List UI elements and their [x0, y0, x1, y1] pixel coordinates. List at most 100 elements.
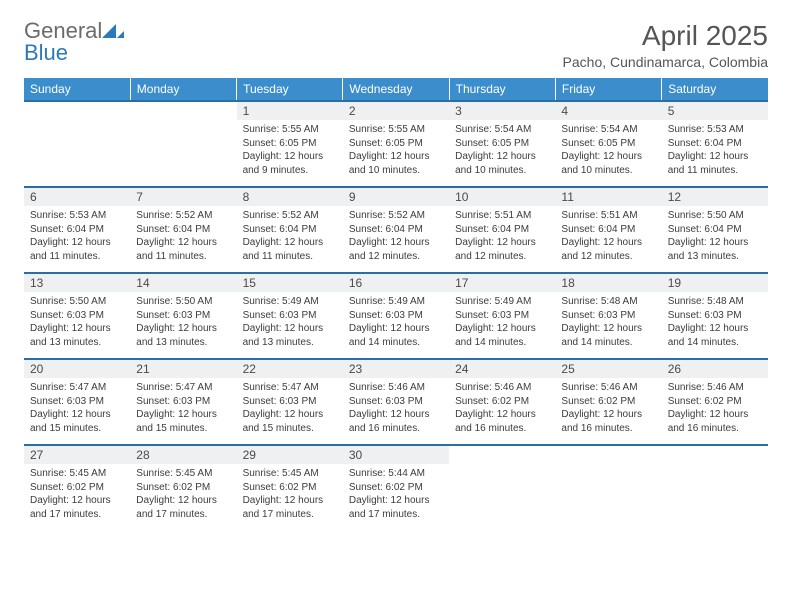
- calendar-cell: [662, 445, 768, 530]
- day-info: Sunrise: 5:45 AMSunset: 6:02 PMDaylight:…: [130, 464, 236, 525]
- daylight-text: Daylight: 12 hours and 14 minutes.: [455, 322, 549, 349]
- calendar-cell: 8Sunrise: 5:52 AMSunset: 6:04 PMDaylight…: [237, 187, 343, 273]
- sunset-text: Sunset: 6:02 PM: [455, 395, 549, 409]
- calendar-cell: [555, 445, 661, 530]
- sunrise-text: Sunrise: 5:49 AM: [455, 295, 549, 309]
- sunrise-text: Sunrise: 5:48 AM: [561, 295, 655, 309]
- day-info: Sunrise: 5:50 AMSunset: 6:03 PMDaylight:…: [130, 292, 236, 353]
- day-number: 30: [343, 446, 449, 464]
- day-info: Sunrise: 5:49 AMSunset: 6:03 PMDaylight:…: [237, 292, 343, 353]
- day-number: 1: [237, 102, 343, 120]
- calendar-row: 20Sunrise: 5:47 AMSunset: 6:03 PMDayligh…: [24, 359, 768, 445]
- daylight-text: Daylight: 12 hours and 11 minutes.: [243, 236, 337, 263]
- calendar-cell: 25Sunrise: 5:46 AMSunset: 6:02 PMDayligh…: [555, 359, 661, 445]
- sunset-text: Sunset: 6:05 PM: [243, 137, 337, 151]
- sunset-text: Sunset: 6:04 PM: [561, 223, 655, 237]
- sunset-text: Sunset: 6:04 PM: [668, 137, 762, 151]
- daylight-text: Daylight: 12 hours and 17 minutes.: [30, 494, 124, 521]
- sunrise-text: Sunrise: 5:53 AM: [668, 123, 762, 137]
- calendar-cell: 17Sunrise: 5:49 AMSunset: 6:03 PMDayligh…: [449, 273, 555, 359]
- calendar-cell: 15Sunrise: 5:49 AMSunset: 6:03 PMDayligh…: [237, 273, 343, 359]
- calendar-header: Sunday Monday Tuesday Wednesday Thursday…: [24, 78, 768, 101]
- sunset-text: Sunset: 6:04 PM: [136, 223, 230, 237]
- calendar-page: General Blue April 2025 Pacho, Cundinama…: [0, 0, 792, 550]
- day-info: Sunrise: 5:49 AMSunset: 6:03 PMDaylight:…: [343, 292, 449, 353]
- sunrise-text: Sunrise: 5:52 AM: [136, 209, 230, 223]
- calendar-cell: 20Sunrise: 5:47 AMSunset: 6:03 PMDayligh…: [24, 359, 130, 445]
- sunrise-text: Sunrise: 5:52 AM: [243, 209, 337, 223]
- sunrise-text: Sunrise: 5:48 AM: [668, 295, 762, 309]
- day-number: 12: [662, 188, 768, 206]
- calendar-row: 13Sunrise: 5:50 AMSunset: 6:03 PMDayligh…: [24, 273, 768, 359]
- daylight-text: Daylight: 12 hours and 12 minutes.: [455, 236, 549, 263]
- day-number: 22: [237, 360, 343, 378]
- weekday-header: Sunday: [24, 78, 130, 101]
- sunset-text: Sunset: 6:05 PM: [455, 137, 549, 151]
- calendar-cell: 22Sunrise: 5:47 AMSunset: 6:03 PMDayligh…: [237, 359, 343, 445]
- day-info: Sunrise: 5:53 AMSunset: 6:04 PMDaylight:…: [662, 120, 768, 181]
- daylight-text: Daylight: 12 hours and 14 minutes.: [349, 322, 443, 349]
- day-number: 4: [555, 102, 661, 120]
- sunrise-text: Sunrise: 5:54 AM: [561, 123, 655, 137]
- sunrise-text: Sunrise: 5:44 AM: [349, 467, 443, 481]
- day-number: 13: [24, 274, 130, 292]
- day-number: 9: [343, 188, 449, 206]
- daylight-text: Daylight: 12 hours and 12 minutes.: [349, 236, 443, 263]
- calendar-cell: 23Sunrise: 5:46 AMSunset: 6:03 PMDayligh…: [343, 359, 449, 445]
- day-info: Sunrise: 5:45 AMSunset: 6:02 PMDaylight:…: [237, 464, 343, 525]
- calendar-cell: 13Sunrise: 5:50 AMSunset: 6:03 PMDayligh…: [24, 273, 130, 359]
- day-number: 28: [130, 446, 236, 464]
- day-number: 29: [237, 446, 343, 464]
- sunset-text: Sunset: 6:03 PM: [243, 395, 337, 409]
- daylight-text: Daylight: 12 hours and 13 minutes.: [30, 322, 124, 349]
- day-info: Sunrise: 5:52 AMSunset: 6:04 PMDaylight:…: [237, 206, 343, 267]
- weekday-header: Wednesday: [343, 78, 449, 101]
- sunrise-text: Sunrise: 5:50 AM: [668, 209, 762, 223]
- day-info: Sunrise: 5:54 AMSunset: 6:05 PMDaylight:…: [449, 120, 555, 181]
- daylight-text: Daylight: 12 hours and 12 minutes.: [561, 236, 655, 263]
- daylight-text: Daylight: 12 hours and 16 minutes.: [561, 408, 655, 435]
- sunset-text: Sunset: 6:05 PM: [349, 137, 443, 151]
- calendar-cell: 29Sunrise: 5:45 AMSunset: 6:02 PMDayligh…: [237, 445, 343, 530]
- calendar-row: 27Sunrise: 5:45 AMSunset: 6:02 PMDayligh…: [24, 445, 768, 530]
- day-info: Sunrise: 5:53 AMSunset: 6:04 PMDaylight:…: [24, 206, 130, 267]
- month-title: April 2025: [563, 20, 768, 52]
- calendar-cell: 30Sunrise: 5:44 AMSunset: 6:02 PMDayligh…: [343, 445, 449, 530]
- sunrise-text: Sunrise: 5:50 AM: [30, 295, 124, 309]
- day-info: Sunrise: 5:44 AMSunset: 6:02 PMDaylight:…: [343, 464, 449, 525]
- day-info: Sunrise: 5:47 AMSunset: 6:03 PMDaylight:…: [237, 378, 343, 439]
- title-block: April 2025 Pacho, Cundinamarca, Colombia: [563, 20, 768, 70]
- daylight-text: Daylight: 12 hours and 13 minutes.: [243, 322, 337, 349]
- day-number: 11: [555, 188, 661, 206]
- sunrise-text: Sunrise: 5:47 AM: [30, 381, 124, 395]
- sunrise-text: Sunrise: 5:51 AM: [561, 209, 655, 223]
- daylight-text: Daylight: 12 hours and 11 minutes.: [136, 236, 230, 263]
- day-info: Sunrise: 5:47 AMSunset: 6:03 PMDaylight:…: [24, 378, 130, 439]
- day-number: 18: [555, 274, 661, 292]
- day-info: Sunrise: 5:50 AMSunset: 6:03 PMDaylight:…: [24, 292, 130, 353]
- calendar-table: Sunday Monday Tuesday Wednesday Thursday…: [24, 78, 768, 530]
- day-number: 7: [130, 188, 236, 206]
- day-number: 14: [130, 274, 236, 292]
- day-number: 21: [130, 360, 236, 378]
- calendar-cell: 14Sunrise: 5:50 AMSunset: 6:03 PMDayligh…: [130, 273, 236, 359]
- sunrise-text: Sunrise: 5:45 AM: [30, 467, 124, 481]
- sunrise-text: Sunrise: 5:49 AM: [349, 295, 443, 309]
- daylight-text: Daylight: 12 hours and 9 minutes.: [243, 150, 337, 177]
- day-number: 16: [343, 274, 449, 292]
- weekday-header: Tuesday: [237, 78, 343, 101]
- sunrise-text: Sunrise: 5:46 AM: [455, 381, 549, 395]
- day-info: Sunrise: 5:48 AMSunset: 6:03 PMDaylight:…: [662, 292, 768, 353]
- sunset-text: Sunset: 6:03 PM: [243, 309, 337, 323]
- sunset-text: Sunset: 6:02 PM: [136, 481, 230, 495]
- sunset-text: Sunset: 6:03 PM: [561, 309, 655, 323]
- day-info: Sunrise: 5:48 AMSunset: 6:03 PMDaylight:…: [555, 292, 661, 353]
- brand-word2: Blue: [24, 40, 68, 65]
- day-info: Sunrise: 5:47 AMSunset: 6:03 PMDaylight:…: [130, 378, 236, 439]
- sunset-text: Sunset: 6:02 PM: [349, 481, 443, 495]
- sunrise-text: Sunrise: 5:46 AM: [349, 381, 443, 395]
- daylight-text: Daylight: 12 hours and 10 minutes.: [561, 150, 655, 177]
- day-info: Sunrise: 5:52 AMSunset: 6:04 PMDaylight:…: [130, 206, 236, 267]
- sunrise-text: Sunrise: 5:49 AM: [243, 295, 337, 309]
- sunset-text: Sunset: 6:02 PM: [668, 395, 762, 409]
